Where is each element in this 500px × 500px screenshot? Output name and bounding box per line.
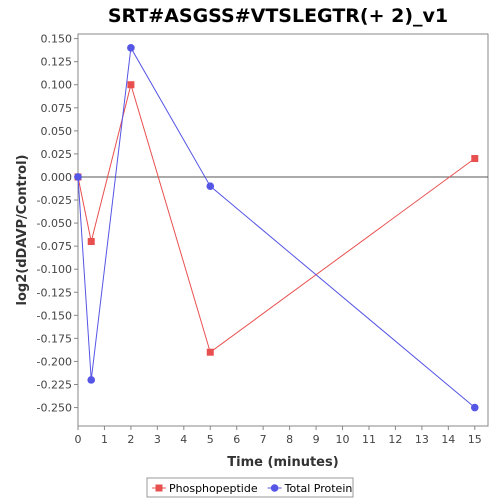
- total-protein-point: [127, 44, 135, 52]
- x-tick-label: 15: [468, 433, 482, 446]
- y-tick-label: -0.225: [37, 378, 72, 391]
- x-tick-label: 6: [233, 433, 240, 446]
- phosphopeptide-point: [87, 238, 95, 246]
- y-tick-label: 0.075: [41, 102, 73, 115]
- y-axis-label: log2(dDAVP/Control): [15, 155, 30, 306]
- x-axis-label: Time (minutes): [227, 455, 338, 470]
- total-protein-legend-marker: [270, 484, 279, 492]
- chart-title: SRT#ASGSS#VTSLEGTR(+ 2)_v1: [108, 5, 448, 27]
- y-tick-label: 0.150: [41, 33, 73, 46]
- y-tick-label: -0.050: [37, 217, 72, 230]
- x-tick-label: 2: [127, 433, 134, 446]
- x-tick-label: 11: [362, 433, 376, 446]
- y-tick-label: 0.100: [41, 79, 73, 92]
- y-tick-label: 0.125: [41, 56, 73, 69]
- x-tick-label: 1: [101, 433, 108, 446]
- series-layer: [74, 44, 479, 412]
- total-protein-point: [470, 403, 479, 412]
- phosphopeptide-point: [206, 348, 214, 356]
- total-protein-point: [87, 376, 96, 384]
- y-tick-label: -0.200: [37, 355, 72, 368]
- y-tick-label: -0.100: [37, 263, 72, 276]
- x-tick-label: 0: [75, 433, 82, 446]
- total-protein-point: [74, 173, 82, 181]
- legend: Phosphopeptide Total Protein: [146, 477, 354, 498]
- x-tick-label: 8: [286, 433, 293, 446]
- phosphopeptide-point: [471, 155, 479, 163]
- plot-area: [77, 33, 489, 427]
- y-tick-label: -0.075: [37, 240, 72, 253]
- x-tick-label: 10: [336, 433, 350, 446]
- y-tick-label: 0.025: [41, 148, 73, 161]
- x-tick-label: 12: [388, 433, 402, 446]
- y-tick-label: -0.175: [37, 332, 72, 345]
- phosphopeptide-legend-marker: [155, 484, 163, 492]
- y-tick-label: 0.050: [41, 125, 73, 138]
- y-axis: 0.150 0.125 0.100 0.075 0.050 0.025 0.000 -0.02…: [37, 33, 78, 415]
- y-tick-label: -0.250: [37, 402, 72, 415]
- x-axis: 0 1 2 3 4 5 6 7 8 9 10 11 12 13 14 15: [75, 426, 482, 446]
- y-tick-label: 0.000: [41, 171, 73, 184]
- x-tick-label: 14: [441, 433, 455, 446]
- phosphopeptide-legend-label: Phosphopeptide: [169, 482, 258, 495]
- total-protein-legend-label: Total Protein: [284, 482, 353, 495]
- phosphopeptide-point: [127, 81, 135, 89]
- legend-box: [146, 477, 354, 498]
- y-tick-label: -0.150: [37, 309, 72, 322]
- x-tick-label: 9: [313, 433, 320, 446]
- x-tick-label: 7: [260, 433, 267, 446]
- x-tick-label: 3: [154, 433, 161, 446]
- x-tick-label: 4: [180, 433, 187, 446]
- total-protein-point: [206, 182, 215, 190]
- y-tick-label: -0.125: [37, 286, 72, 299]
- x-tick-label: 13: [415, 433, 429, 446]
- y-tick-label: -0.025: [37, 194, 72, 207]
- x-tick-label: 5: [207, 433, 214, 446]
